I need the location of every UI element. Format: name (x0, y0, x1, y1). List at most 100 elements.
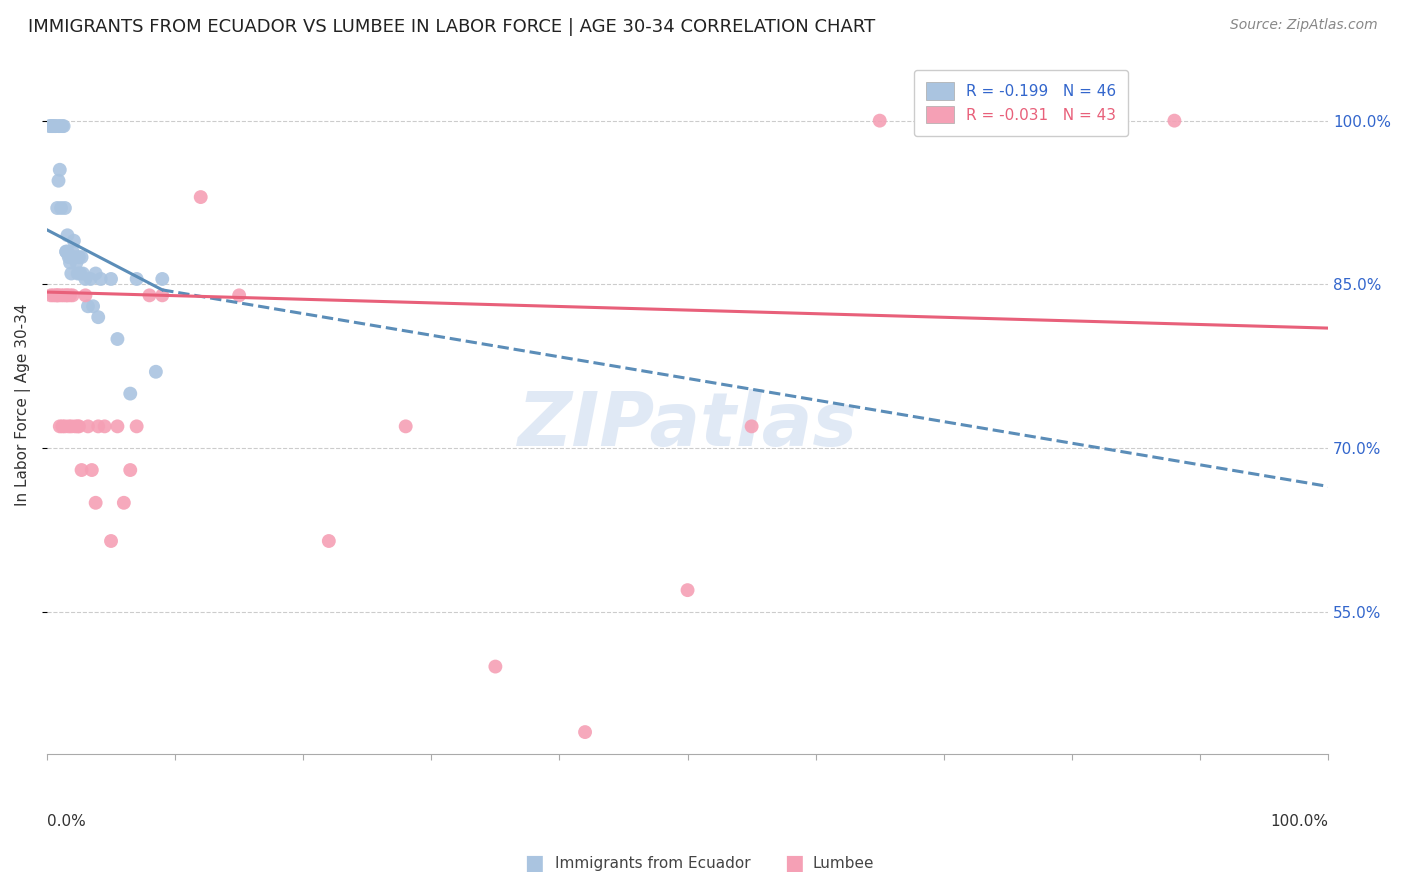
Point (51, 119, 73, 133)
Point (46, 201, 69, 215)
Point (190, 190, 212, 204)
Point (138, 288, 160, 302)
Point (53, 419, 76, 434)
Point (484, 659, 506, 673)
Point (84, 496, 107, 510)
Point (87, 310, 110, 325)
Point (66, 267, 89, 281)
Point (150, 272, 173, 286)
Point (52, 288, 75, 302)
Point (52, 119, 75, 133)
Point (67, 419, 90, 434)
Point (676, 583, 699, 598)
Point (1163, 113, 1185, 128)
Point (48, 174, 70, 188)
Point (125, 272, 148, 286)
Point (58, 419, 80, 434)
Point (49, 119, 72, 133)
Point (56, 288, 79, 302)
Point (62, 244, 84, 259)
Point (49, 201, 72, 215)
Text: ■: ■ (524, 854, 544, 873)
Point (55, 244, 77, 259)
Point (741, 419, 763, 434)
Text: IMMIGRANTS FROM ECUADOR VS LUMBEE IN LABOR FORCE | AGE 30-34 CORRELATION CHART: IMMIGRANTS FROM ECUADOR VS LUMBEE IN LAB… (28, 18, 876, 36)
Point (574, 725, 596, 739)
Point (60, 250, 83, 264)
Point (53, 201, 76, 215)
Point (49, 162, 72, 177)
Point (318, 534, 340, 549)
Point (869, 113, 891, 128)
Point (125, 419, 148, 434)
Point (145, 365, 167, 379)
Point (39, 288, 62, 302)
Point (93, 419, 115, 434)
Text: Source: ZipAtlas.com: Source: ZipAtlas.com (1230, 18, 1378, 32)
Point (66, 419, 89, 434)
Point (67, 250, 90, 264)
Point (51, 419, 73, 434)
Point (65, 255, 87, 269)
Point (63, 419, 86, 434)
Point (60, 419, 83, 434)
Point (79, 272, 101, 286)
Point (46, 288, 69, 302)
Point (38, 119, 60, 133)
Point (42, 119, 65, 133)
Point (107, 419, 129, 434)
Point (87, 419, 110, 434)
Point (45, 119, 67, 133)
Legend: R = -0.199   N = 46, R = -0.031   N = 43: R = -0.199 N = 46, R = -0.031 N = 43 (914, 70, 1129, 136)
Point (70, 250, 93, 264)
Point (55, 288, 77, 302)
Point (80, 463, 103, 477)
Point (56, 244, 79, 259)
Point (44, 119, 66, 133)
Point (228, 288, 250, 302)
Point (77, 419, 100, 434)
Point (60, 267, 83, 281)
Point (58, 250, 80, 264)
Point (49, 419, 72, 434)
Point (77, 299, 100, 313)
Point (59, 288, 82, 302)
Point (49, 288, 72, 302)
Point (55, 244, 77, 259)
Point (90, 272, 112, 286)
Text: 0.0%: 0.0% (46, 814, 86, 829)
Point (63, 234, 86, 248)
Point (39, 119, 62, 133)
Point (100, 534, 122, 549)
Text: ZIPatlas: ZIPatlas (517, 389, 858, 462)
Point (75, 288, 97, 302)
Text: Lumbee: Lumbee (813, 856, 875, 871)
Text: ■: ■ (785, 854, 804, 873)
Point (70, 463, 93, 477)
Point (59, 250, 82, 264)
Point (45, 288, 67, 302)
Point (84, 267, 107, 281)
Point (100, 272, 122, 286)
Point (107, 332, 129, 346)
Point (59, 255, 82, 269)
Point (62, 288, 84, 302)
Point (75, 272, 97, 286)
Point (63, 250, 86, 264)
Point (120, 463, 142, 477)
Point (72, 267, 94, 281)
Point (41, 119, 63, 133)
Point (120, 386, 142, 401)
Y-axis label: In Labor Force | Age 30-34: In Labor Force | Age 30-34 (15, 303, 31, 506)
Point (112, 496, 135, 510)
Point (48, 119, 70, 133)
Point (48, 288, 70, 302)
Point (69, 267, 91, 281)
Point (42, 288, 65, 302)
Point (82, 299, 104, 313)
Point (150, 288, 173, 302)
Point (56, 228, 79, 243)
Text: Immigrants from Ecuador: Immigrants from Ecuador (555, 856, 751, 871)
Point (395, 419, 418, 434)
Text: 100.0%: 100.0% (1270, 814, 1329, 829)
